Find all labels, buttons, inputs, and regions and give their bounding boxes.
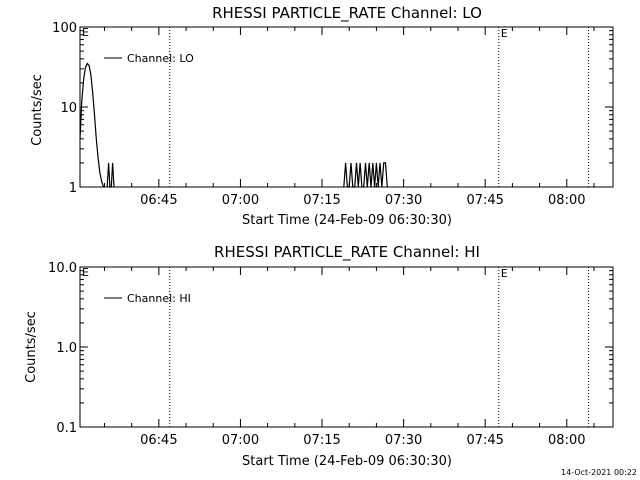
lo-y-tick-label: 10 (60, 101, 77, 116)
hi-y-tick-label: 1.0 (56, 341, 77, 356)
hi-x-tick-label: 06:45 (140, 433, 177, 448)
lo-x-axis-label: Start Time (24-Feb-09 06:30:30) (242, 213, 452, 228)
lo-y-tick-label: 1 (69, 181, 77, 196)
lo-x-tick-label: 07:30 (385, 193, 422, 208)
hi-y-tick-label: 10.0 (48, 261, 77, 276)
hi-time-marker-label: E (501, 267, 508, 280)
hi-chart-title: RHESSI PARTICLE_RATE Channel: HI (214, 243, 480, 262)
hi-y-tick-label: 0.1 (56, 421, 77, 436)
lo-series-line (106, 162, 115, 188)
hi-legend-label: Channel: HI (127, 292, 191, 305)
lo-series-line (343, 162, 388, 188)
lo-series-line (79, 62, 105, 188)
lo-time-marker-label: E (501, 27, 508, 40)
lo-x-tick-label: 07:45 (466, 193, 503, 208)
lo-x-tick-label: 07:15 (303, 193, 340, 208)
hi-x-axis-label: Start Time (24-Feb-09 06:30:30) (242, 454, 452, 469)
footer-timestamp: 14-Oct-2021 00:22 (561, 468, 637, 477)
hi-channel-panel: RHESSI PARTICLE_RATE Channel: HI Counts/… (24, 243, 614, 469)
hi-x-tick-label: 07:15 (303, 433, 340, 448)
hi-x-tick-label: 07:00 (222, 433, 259, 448)
hi-corner-e-label: E (82, 266, 89, 279)
lo-x-tick-label: 07:00 (222, 193, 259, 208)
lo-y-tick-label: 100 (52, 21, 77, 36)
lo-x-tick-label: 06:45 (140, 193, 177, 208)
hi-x-tick-label: 08:00 (548, 433, 585, 448)
hi-x-tick-label: 07:30 (385, 433, 422, 448)
lo-chart-title: RHESSI PARTICLE_RATE Channel: LO (212, 4, 482, 23)
lo-legend: Channel: LO (104, 52, 194, 65)
hi-legend: Channel: HI (104, 292, 191, 305)
lo-channel-panel: RHESSI PARTICLE_RATE Channel: LO Counts/… (30, 4, 614, 228)
lo-y-axis-label: Counts/sec (30, 74, 45, 146)
lo-legend-label: Channel: LO (127, 52, 194, 65)
hi-x-tick-label: 07:45 (466, 433, 503, 448)
lo-x-tick-label: 08:00 (548, 193, 585, 208)
hi-y-axis-label: Counts/sec (24, 311, 39, 383)
lo-corner-e-label: E (82, 26, 89, 39)
